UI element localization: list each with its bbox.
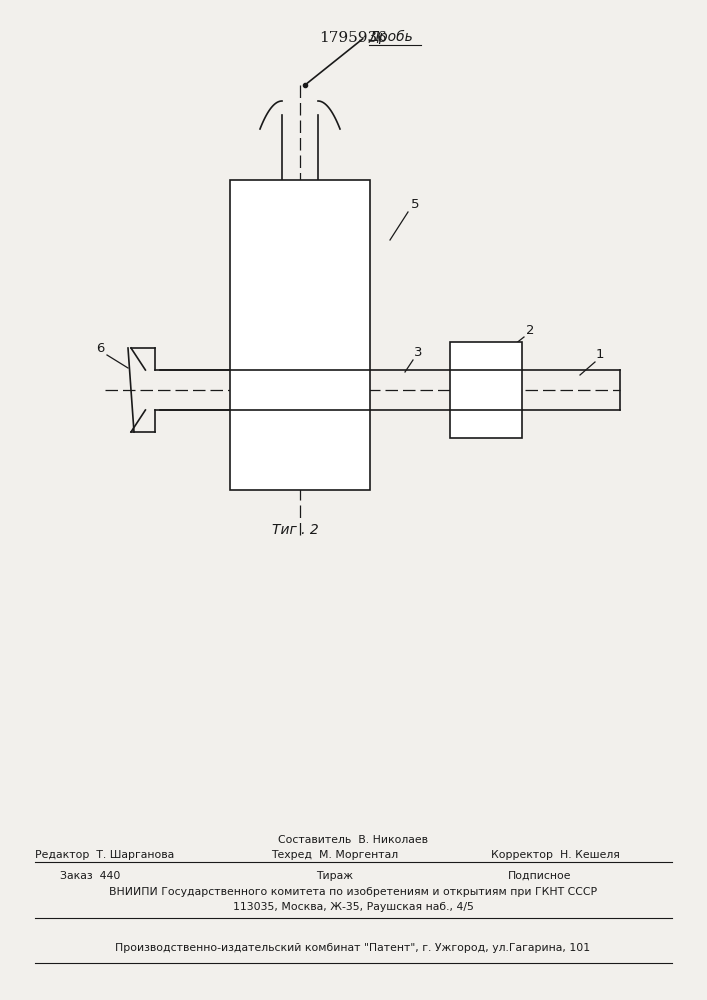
Text: Заказ  440: Заказ 440	[60, 871, 120, 881]
Text: ВНИИПИ Государственного комитета по изобретениям и открытиям при ГКНТ СССР: ВНИИПИ Государственного комитета по изоб…	[109, 887, 597, 897]
Text: Τиг . 2: Τиг . 2	[271, 523, 318, 537]
Text: Подписное: Подписное	[508, 871, 572, 881]
Text: Тираж: Тираж	[317, 871, 354, 881]
Text: 5: 5	[411, 198, 419, 212]
Text: 6: 6	[96, 342, 104, 355]
Text: 2: 2	[526, 324, 534, 336]
Bar	[450, 342, 522, 438]
Text: Составитель  В. Николаев: Составитель В. Николаев	[278, 835, 428, 845]
Text: 1795936: 1795936	[319, 31, 387, 45]
Text: Корректор  Н. Кешеля: Корректор Н. Кешеля	[491, 850, 619, 860]
Text: Производственно-издательский комбинат "Патент", г. Ужгород, ул.Гагарина, 101: Производственно-издательский комбинат "П…	[115, 943, 590, 953]
Text: Редактор  Т. Шарганова: Редактор Т. Шарганова	[35, 850, 175, 860]
Text: 1: 1	[596, 349, 604, 361]
Text: Техред  М. Моргентал: Техред М. Моргентал	[271, 850, 399, 860]
Text: 3: 3	[414, 346, 422, 359]
Text: Дробь: Дробь	[369, 30, 414, 44]
Text: 113035, Москва, Ж-35, Раушская наб., 4/5: 113035, Москва, Ж-35, Раушская наб., 4/5	[233, 902, 474, 912]
Bar	[230, 180, 370, 490]
